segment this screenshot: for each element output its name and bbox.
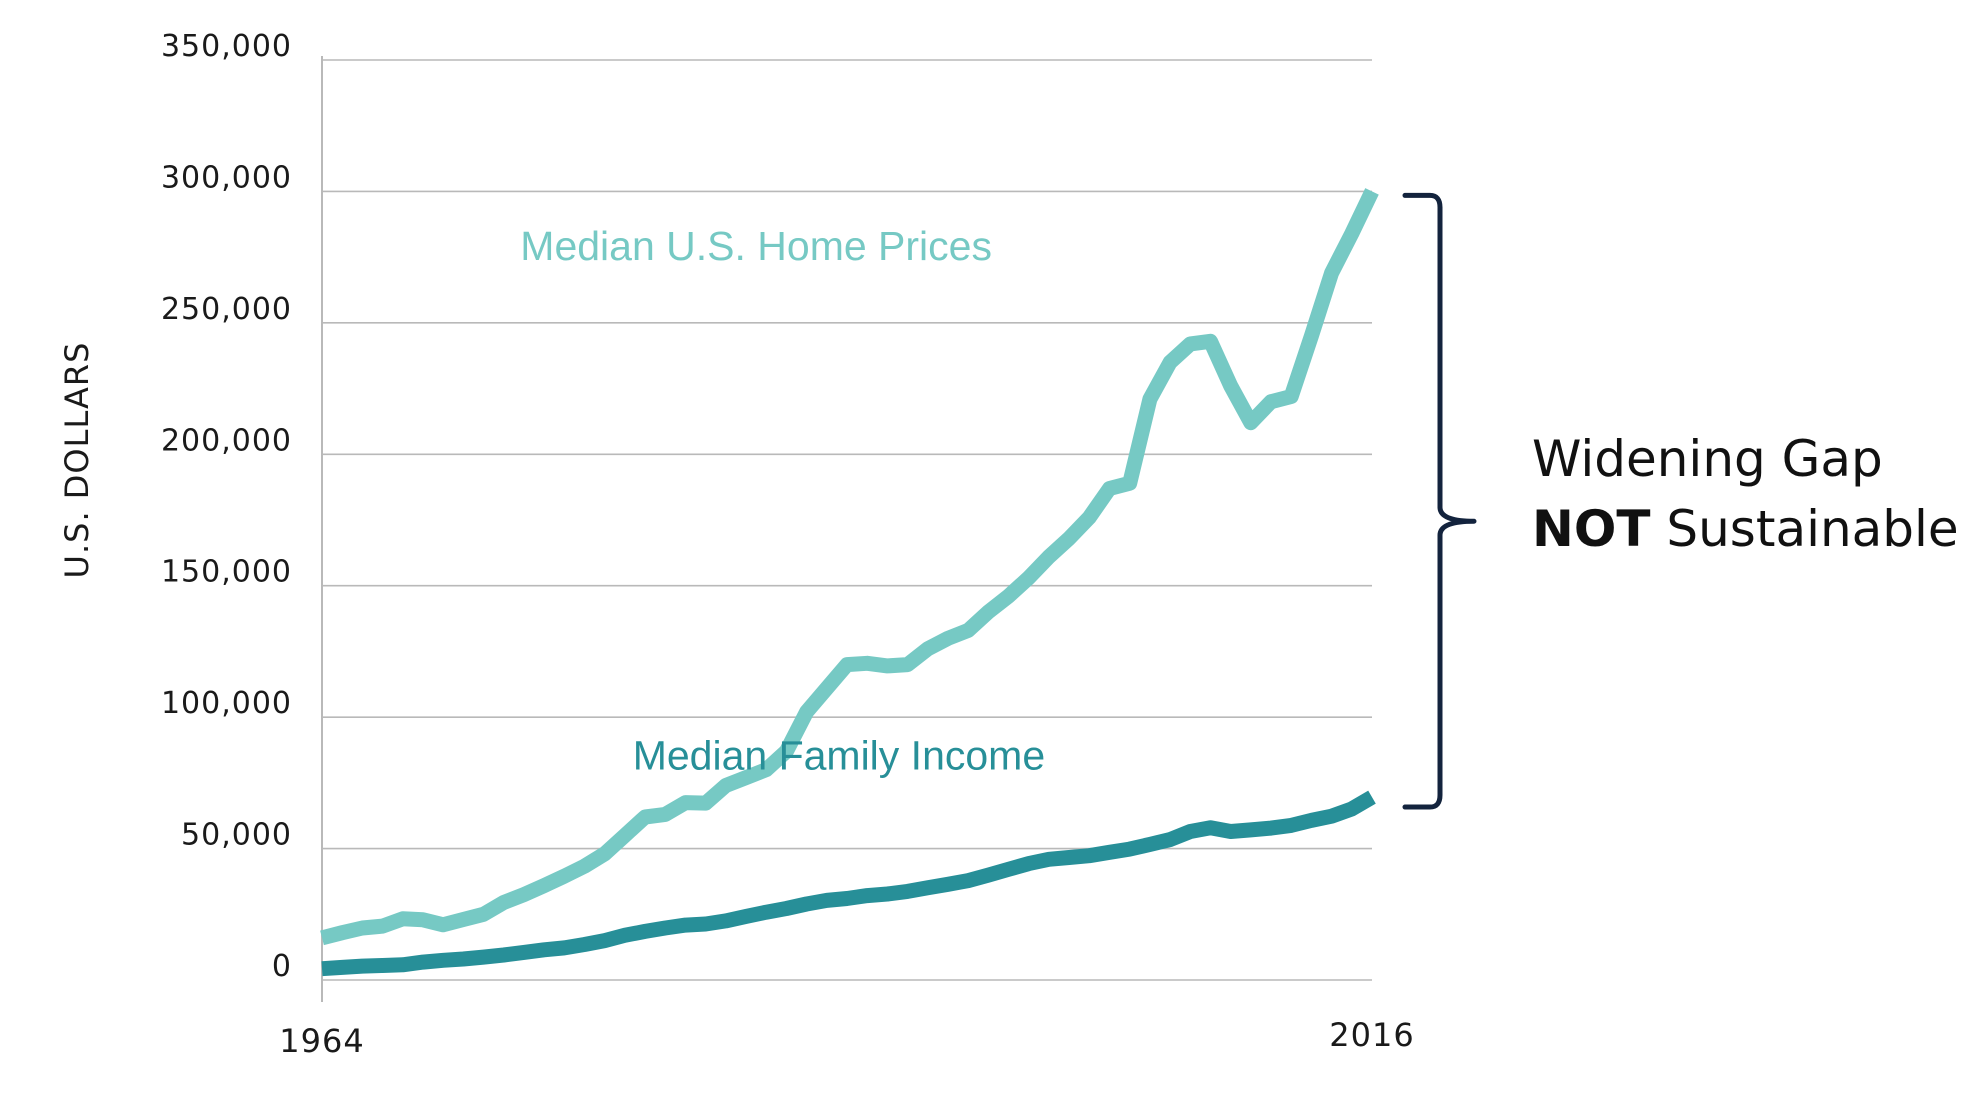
series-lines	[320, 188, 1379, 977]
y-tick-label: 200,000	[161, 423, 292, 458]
y-tick-labels: 0 50,000 100,000 150,000 200,000 250,000 300,0…	[161, 29, 292, 984]
x-tick-label-end: 2016	[1329, 1016, 1414, 1054]
annotation-line-2: NOT Sustainable	[1532, 494, 1959, 564]
series-labels: Median U.S. Home Prices Median Family Inc…	[520, 223, 1045, 779]
y-tick-label: 250,000	[161, 292, 292, 327]
grid-lines	[322, 59, 1372, 981]
y-tick-label: 150,000	[161, 555, 292, 590]
y-tick-label: 300,000	[161, 160, 292, 195]
y-axis-title: U.S. DOLLARS	[58, 342, 96, 579]
x-tick-label-start: 1964	[279, 1022, 364, 1060]
series-line-family-income	[321, 790, 1376, 977]
x-tick-labels: 1964 2016	[279, 1016, 1414, 1060]
y-tick-label: 50,000	[181, 818, 292, 853]
annotation-emphasis: NOT	[1532, 500, 1651, 558]
y-tick-label: 350,000	[161, 29, 292, 64]
y-tick-label: 0	[272, 949, 292, 984]
gap-annotation: Widening Gap NOT Sustainable	[1532, 424, 1959, 564]
series-line-home-prices	[320, 188, 1379, 946]
series-label-home-prices: Median U.S. Home Prices	[520, 223, 992, 269]
gap-brace	[1402, 192, 1477, 810]
series-label-family-income: Median Family Income	[633, 733, 1045, 779]
annotation-line-2-rest: Sustainable	[1650, 500, 1959, 558]
annotation-line-1: Widening Gap	[1532, 430, 1883, 488]
y-tick-label: 100,000	[161, 686, 292, 721]
